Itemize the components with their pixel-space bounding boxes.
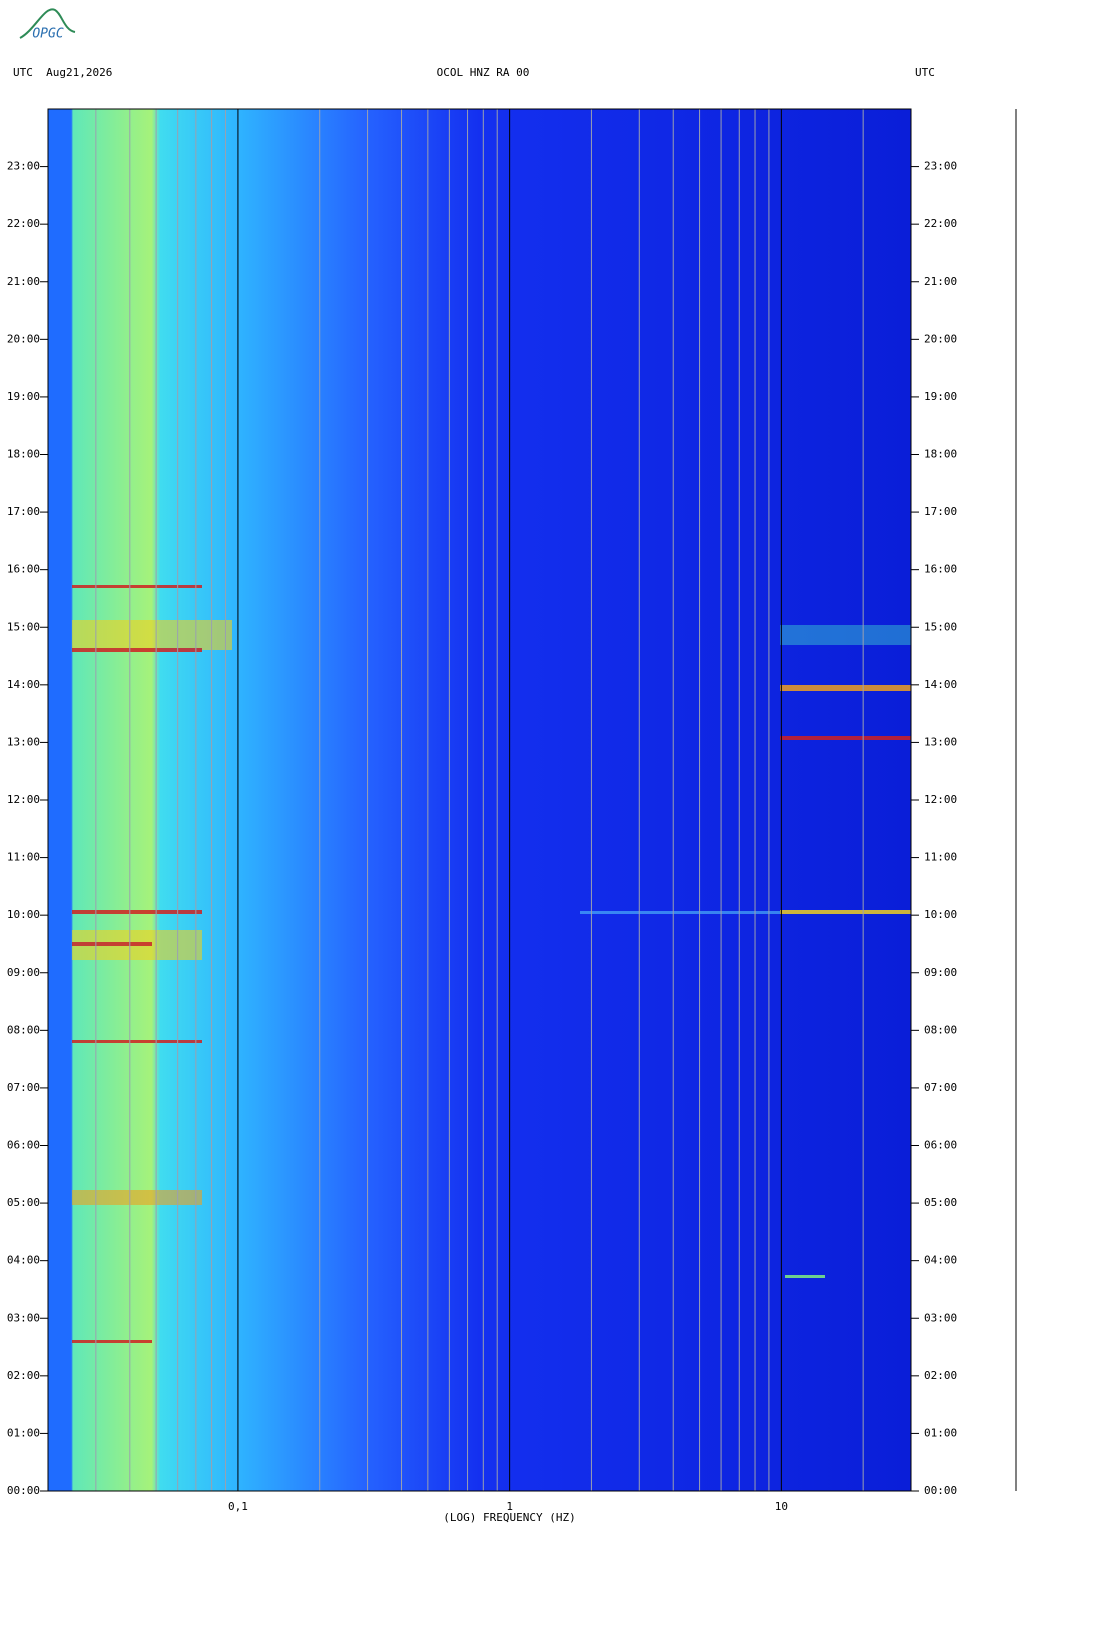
y-tick-label: 12:00 <box>924 793 957 806</box>
streak <box>580 911 911 914</box>
x-axis-label: (LOG) FREQUENCY (HZ) <box>443 1511 575 1524</box>
y-tick-label: 19:00 <box>924 390 957 403</box>
logo-arc <box>19 8 76 39</box>
y-tick-label: 02:00 <box>7 1369 40 1382</box>
y-tick-label: 17:00 <box>924 505 957 518</box>
header-left: UTC Aug21,2026 <box>13 66 112 79</box>
y-tick-label: 18:00 <box>7 448 40 461</box>
y-tick-label: 01:00 <box>7 1426 40 1439</box>
y-tick-label: 17:00 <box>7 505 40 518</box>
streak <box>780 685 911 691</box>
y-tick-label: 00:00 <box>924 1484 957 1497</box>
y-tick-label: 01:00 <box>924 1426 957 1439</box>
streak <box>785 1275 825 1278</box>
y-tick-label: 04:00 <box>924 1254 957 1267</box>
y-tick-label: 11:00 <box>7 851 40 864</box>
y-tick-label: 08:00 <box>7 1023 40 1036</box>
x-tick-label: 0,1 <box>228 1500 248 1513</box>
streak <box>72 620 232 650</box>
y-tick-label: 03:00 <box>924 1311 957 1324</box>
x-tick-label: 1 <box>506 1500 513 1513</box>
y-tick-label: 23:00 <box>924 160 957 173</box>
streak <box>72 648 202 652</box>
y-tick-label: 05:00 <box>7 1196 40 1209</box>
streak <box>72 1040 202 1043</box>
streak <box>72 585 202 588</box>
logo: OPGC <box>19 8 76 42</box>
y-tick-label: 00:00 <box>7 1484 40 1497</box>
y-tick-label: 08:00 <box>924 1023 957 1036</box>
y-tick-label: 22:00 <box>7 217 40 230</box>
streak <box>72 1190 202 1205</box>
y-tick-label: 05:00 <box>924 1196 957 1209</box>
spectrogram-image <box>48 109 911 1491</box>
streak <box>780 625 911 645</box>
y-tick-label: 10:00 <box>924 908 957 921</box>
y-tick-label: 22:00 <box>924 217 957 230</box>
y-tick-label: 04:00 <box>7 1254 40 1267</box>
y-tick-label: 18:00 <box>924 448 957 461</box>
chart-title: OCOL HNZ RA 00 <box>437 66 530 79</box>
y-tick-label: 16:00 <box>924 563 957 576</box>
y-tick-label: 14:00 <box>924 678 957 691</box>
y-tick-label: 16:00 <box>7 563 40 576</box>
plot-frame <box>47 108 912 1492</box>
spectrogram-streaks <box>72 585 911 1343</box>
y-tick-label: 10:00 <box>7 908 40 921</box>
header-right: UTC <box>915 66 935 79</box>
y-tick-label: 19:00 <box>7 390 40 403</box>
y-tick-label: 06:00 <box>7 1139 40 1152</box>
y-tick-label: 15:00 <box>7 620 40 633</box>
x-tick-label: 10 <box>775 1500 788 1513</box>
y-tick-label: 11:00 <box>924 851 957 864</box>
y-tick-label: 13:00 <box>924 735 957 748</box>
y-tick-label: 12:00 <box>7 793 40 806</box>
streak <box>780 736 911 740</box>
y-tick-label: 21:00 <box>7 275 40 288</box>
y-tick-label: 13:00 <box>7 735 40 748</box>
y-tick-label: 06:00 <box>924 1139 957 1152</box>
axes: 0,1 1 10 00:00 00:00 01:00 01:00 02:00 02:00 03:0… <box>7 108 957 1524</box>
y-tick-label: 15:00 <box>924 620 957 633</box>
y-tick-label: 21:00 <box>924 275 957 288</box>
y-tick-label: 14:00 <box>7 678 40 691</box>
y-tick-label: 09:00 <box>924 966 957 979</box>
y-tick-label: 09:00 <box>7 966 40 979</box>
y-tick-label: 07:00 <box>7 1081 40 1094</box>
streak <box>72 942 152 946</box>
y-tick-label: 20:00 <box>7 332 40 345</box>
streak <box>780 910 911 914</box>
y-tick-label: 02:00 <box>924 1369 957 1382</box>
streak <box>72 1340 152 1343</box>
y-tick-label: 20:00 <box>924 332 957 345</box>
y-tick-label: 23:00 <box>7 160 40 173</box>
streak <box>72 910 202 914</box>
logo-text: OPGC <box>32 27 63 42</box>
y-tick-label: 07:00 <box>924 1081 957 1094</box>
y-tick-label: 03:00 <box>7 1311 40 1324</box>
